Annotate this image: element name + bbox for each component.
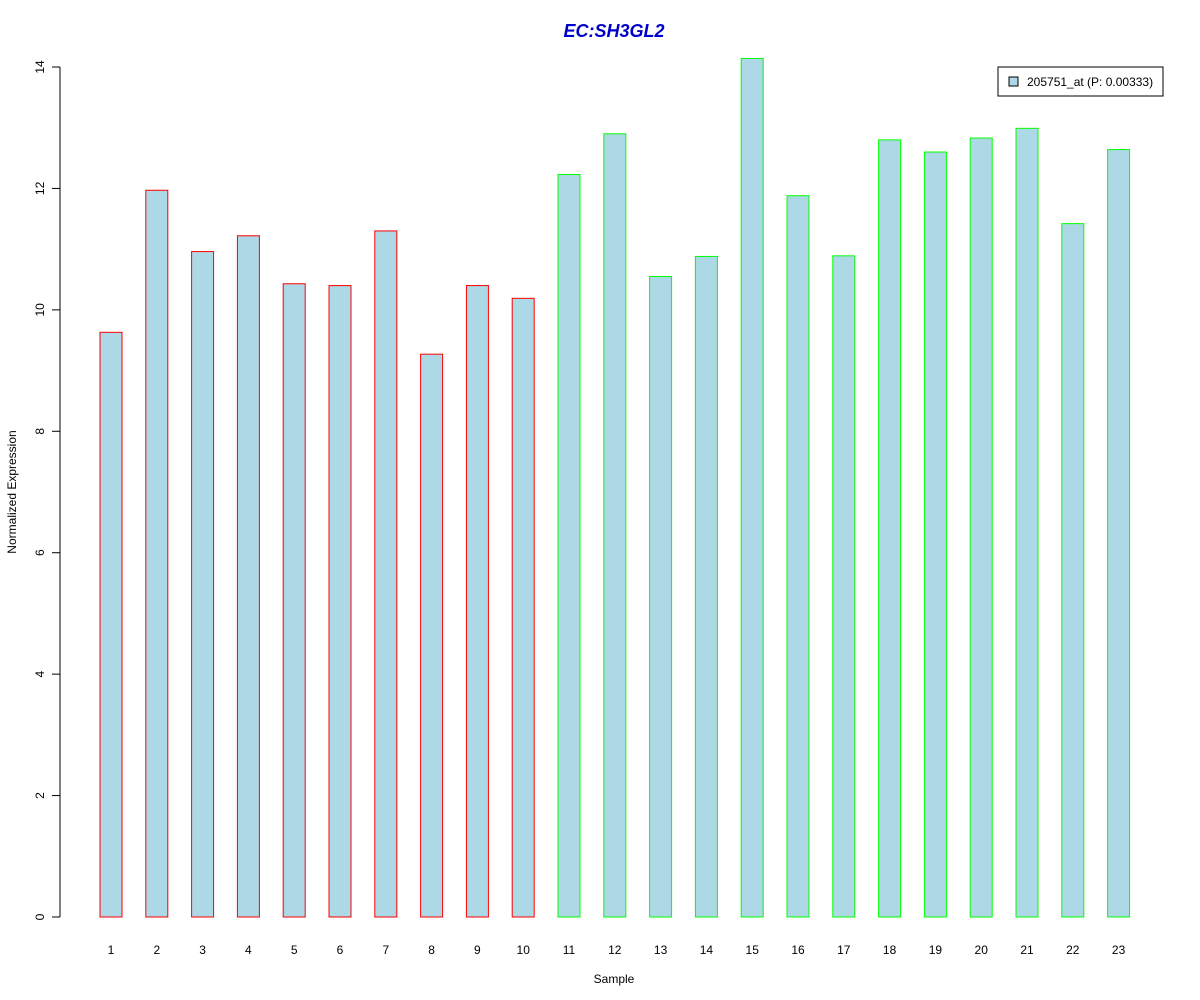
- x-tick-label: 3: [199, 943, 206, 957]
- bar-sample-22: [1061, 223, 1085, 918]
- legend-box: [997, 66, 1164, 97]
- y-tick-label: 10: [33, 303, 47, 317]
- bar-sample-13: [649, 275, 673, 918]
- bar-sample-19: [923, 151, 947, 918]
- x-tick-label: 10: [517, 943, 531, 957]
- bar-sample-6: [328, 285, 352, 918]
- x-tick-label: 18: [883, 943, 897, 957]
- x-tick-label: 9: [474, 943, 481, 957]
- x-tick-label: 14: [700, 943, 714, 957]
- x-tick-label: 8: [428, 943, 435, 957]
- x-tick-label: 11: [563, 943, 576, 957]
- bar-sample-15: [740, 58, 764, 918]
- bar-sample-4: [236, 235, 260, 918]
- bars: [99, 58, 1131, 918]
- y-tick-label: 4: [33, 670, 47, 677]
- bar-sample-14: [694, 255, 718, 918]
- x-tick-label: 21: [1020, 943, 1034, 957]
- x-tick-label: 6: [337, 943, 344, 957]
- bar-sample-20: [969, 137, 993, 918]
- x-tick-label: 17: [837, 943, 851, 957]
- x-tick-label: 19: [929, 943, 943, 957]
- bar-sample-11: [557, 173, 581, 918]
- x-tick-label: 4: [245, 943, 252, 957]
- x-tick-label: 20: [975, 943, 989, 957]
- bar-sample-8: [420, 353, 444, 918]
- bar-sample-12: [603, 133, 627, 918]
- x-tick-label: 23: [1112, 943, 1126, 957]
- x-tick-label: 13: [654, 943, 668, 957]
- chart-title: EC:SH3GL2: [563, 21, 664, 41]
- x-tick-label: 5: [291, 943, 298, 957]
- bar-sample-16: [786, 195, 810, 918]
- x-tick-label: 15: [746, 943, 760, 957]
- x-tick-label: 12: [608, 943, 622, 957]
- bar-sample-21: [1015, 127, 1039, 918]
- bar-sample-1: [99, 331, 123, 918]
- x-axis-title: Sample: [594, 972, 635, 986]
- bar-sample-7: [374, 230, 398, 918]
- bar-sample-2: [145, 189, 169, 918]
- y-tick-label: 14: [33, 60, 47, 74]
- x-tick-labels: 1 2 3 4 5 6 7 8 9 10 11 12 13 14 15 16 17 18 19 20 21 22 23: [108, 943, 1126, 957]
- bar-sample-9: [465, 285, 489, 918]
- y-tick-label: 0: [33, 913, 47, 920]
- x-tick-label: 1: [108, 943, 115, 957]
- x-tick-label: 2: [153, 943, 160, 957]
- bar-sample-17: [832, 255, 856, 918]
- bar-sample-5: [282, 283, 306, 918]
- x-tick-label: 16: [791, 943, 805, 957]
- legend: 205751_at (P: 0.00333): [997, 66, 1164, 97]
- y-tick-label: 2: [33, 792, 47, 799]
- bar-sample-10: [511, 297, 535, 918]
- bar-sample-18: [878, 139, 902, 918]
- legend-label: 205751_at (P: 0.00333): [1027, 75, 1153, 89]
- x-tick-label: 7: [382, 943, 389, 957]
- legend-swatch: [1008, 76, 1019, 87]
- y-axis-title: Normalized Expression: [5, 430, 19, 553]
- y-axis: 0 2 4 6 8 10 12 14: [33, 60, 61, 920]
- y-tick-label: 12: [33, 181, 47, 195]
- bar-sample-3: [191, 251, 215, 918]
- x-tick-label: 22: [1066, 943, 1080, 957]
- y-tick-label: 8: [33, 428, 47, 435]
- bar-sample-23: [1107, 149, 1131, 918]
- y-tick-label: 6: [33, 549, 47, 556]
